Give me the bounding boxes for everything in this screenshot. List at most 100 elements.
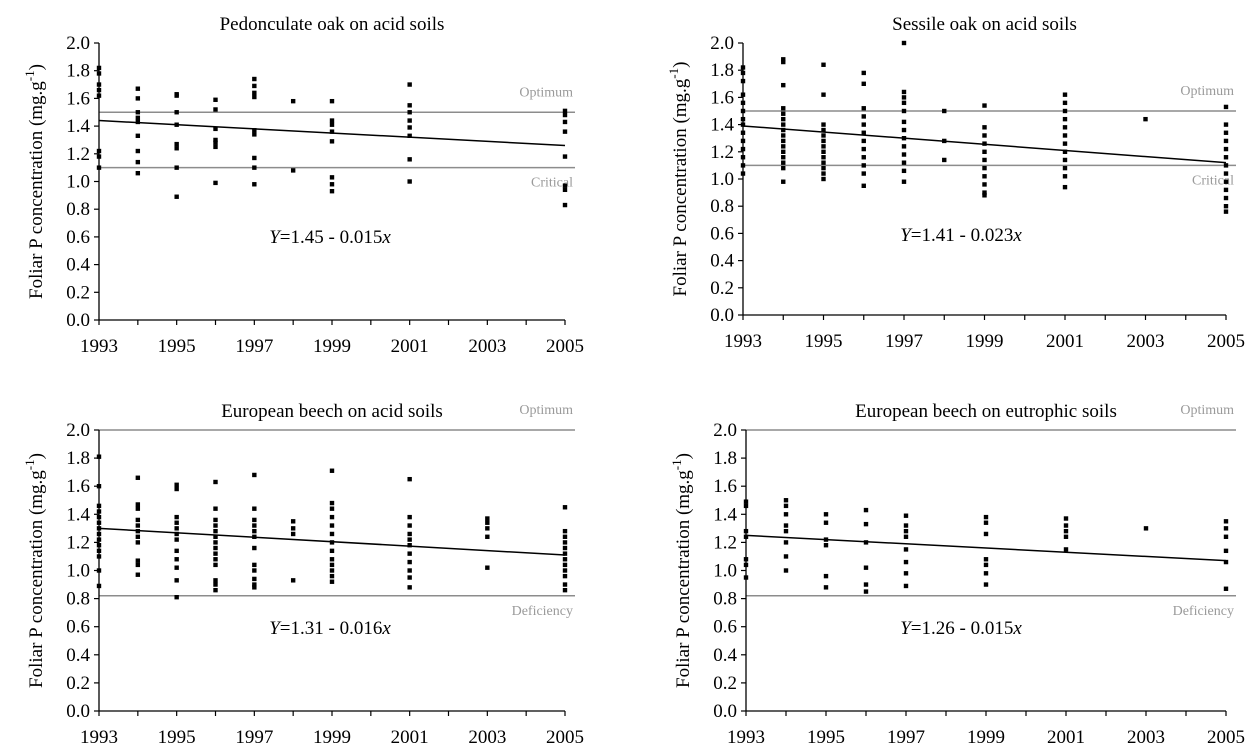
data-point bbox=[290, 98, 296, 104]
y-tick-label: 1.4 bbox=[710, 115, 734, 136]
data-point bbox=[135, 159, 141, 165]
data-point bbox=[329, 139, 335, 144]
x-tick-label: 2001 bbox=[391, 336, 429, 357]
data-point bbox=[135, 562, 141, 568]
data-point bbox=[823, 543, 829, 548]
data-point bbox=[863, 582, 869, 587]
data-point bbox=[823, 585, 829, 590]
data-point bbox=[135, 115, 141, 120]
regression-equation: Y=1.45 - 0.015x bbox=[269, 227, 391, 248]
data-point bbox=[562, 183, 568, 188]
data-point bbox=[783, 554, 789, 559]
data-point bbox=[1062, 157, 1068, 163]
y-axis-label: Foliar P concentration (mg.g-1) bbox=[666, 62, 691, 297]
data-point bbox=[213, 534, 218, 539]
x-tick-label: 2003 bbox=[1127, 727, 1165, 744]
data-point bbox=[781, 160, 786, 165]
y-axis-label: Foliar P concentration (mg.g-1) bbox=[669, 453, 694, 688]
y-tick-label: 0.0 bbox=[713, 701, 737, 722]
data-point bbox=[903, 513, 909, 518]
y-tick-label: 1.6 bbox=[710, 87, 734, 108]
data-point bbox=[1062, 174, 1068, 179]
data-point bbox=[863, 507, 869, 513]
data-point bbox=[96, 548, 102, 554]
data-point bbox=[96, 148, 102, 154]
x-tick-label: 2005 bbox=[546, 336, 584, 357]
equation-y-symbol: Y bbox=[269, 227, 282, 248]
data-point bbox=[174, 557, 179, 562]
y-tick-label: 0.8 bbox=[713, 589, 737, 610]
data-point bbox=[329, 129, 335, 134]
equation-body: =1.45 - 0.015 bbox=[280, 227, 383, 248]
data-point bbox=[901, 100, 907, 106]
data-point bbox=[135, 475, 141, 480]
data-point bbox=[174, 165, 179, 170]
data-point bbox=[213, 545, 218, 551]
data-point bbox=[135, 133, 141, 138]
data-point bbox=[329, 523, 335, 528]
data-point bbox=[901, 152, 907, 157]
y-axis-label-superscript: -1 bbox=[669, 459, 684, 470]
data-point bbox=[861, 122, 866, 127]
data-point bbox=[213, 140, 218, 145]
data-point bbox=[562, 551, 568, 556]
equation-x-symbol: x bbox=[381, 618, 391, 639]
data-point bbox=[329, 531, 335, 537]
data-point bbox=[1223, 146, 1229, 152]
data-point bbox=[823, 520, 829, 525]
data-point bbox=[96, 87, 102, 93]
data-point bbox=[861, 163, 866, 168]
data-point bbox=[783, 523, 789, 528]
data-point bbox=[562, 562, 568, 568]
y-tick-label: 1.2 bbox=[713, 532, 737, 553]
data-point bbox=[213, 506, 218, 511]
data-point bbox=[252, 472, 257, 478]
chart-title: Pedonculate oak on acid soils bbox=[220, 14, 445, 35]
y-tick-label: 0.0 bbox=[66, 701, 90, 722]
data-point bbox=[781, 111, 786, 116]
data-point bbox=[821, 92, 826, 97]
data-point bbox=[861, 171, 866, 176]
data-point bbox=[740, 78, 746, 84]
data-point bbox=[174, 526, 179, 531]
data-point bbox=[743, 503, 749, 509]
data-point bbox=[407, 110, 412, 115]
data-point bbox=[329, 175, 335, 180]
data-point bbox=[174, 594, 179, 600]
data-point bbox=[1143, 116, 1148, 122]
data-point bbox=[562, 557, 568, 562]
data-point bbox=[562, 545, 568, 551]
data-point bbox=[407, 476, 412, 482]
data-point bbox=[781, 179, 786, 184]
data-point bbox=[252, 182, 257, 187]
data-point bbox=[821, 149, 826, 154]
data-point bbox=[982, 193, 987, 198]
data-point bbox=[213, 551, 218, 556]
data-point bbox=[252, 582, 257, 587]
y-tick-label: 2.0 bbox=[66, 420, 90, 441]
data-point bbox=[174, 110, 179, 115]
data-point bbox=[562, 112, 568, 118]
data-point bbox=[174, 578, 179, 583]
y-tick-label: 1.8 bbox=[66, 61, 90, 82]
x-tick-label: 1997 bbox=[885, 331, 923, 352]
data-point bbox=[174, 565, 179, 570]
data-point bbox=[942, 108, 947, 114]
y-tick-label: 0.2 bbox=[713, 673, 737, 694]
data-point bbox=[861, 183, 866, 188]
y-axis-label-text: Foliar P concentration (mg.g bbox=[670, 78, 691, 296]
data-point bbox=[562, 582, 568, 587]
data-point bbox=[783, 568, 789, 573]
reference-label-critical: Critical bbox=[531, 176, 573, 191]
reference-label-optimum: Optimum bbox=[519, 85, 573, 100]
data-point bbox=[135, 517, 141, 523]
data-point bbox=[562, 534, 568, 539]
data-point bbox=[740, 171, 746, 176]
reference-label-critical: Critical bbox=[1192, 173, 1234, 188]
data-point bbox=[96, 568, 102, 573]
data-point bbox=[329, 548, 335, 554]
chart-panel-pedonculate-oak: Pedonculate oak on acid soils Optimum Crit… bbox=[22, 14, 584, 357]
reference-label-optimum: Optimum bbox=[519, 403, 573, 418]
data-point bbox=[901, 89, 907, 95]
y-tick-label: 0.2 bbox=[66, 282, 90, 303]
